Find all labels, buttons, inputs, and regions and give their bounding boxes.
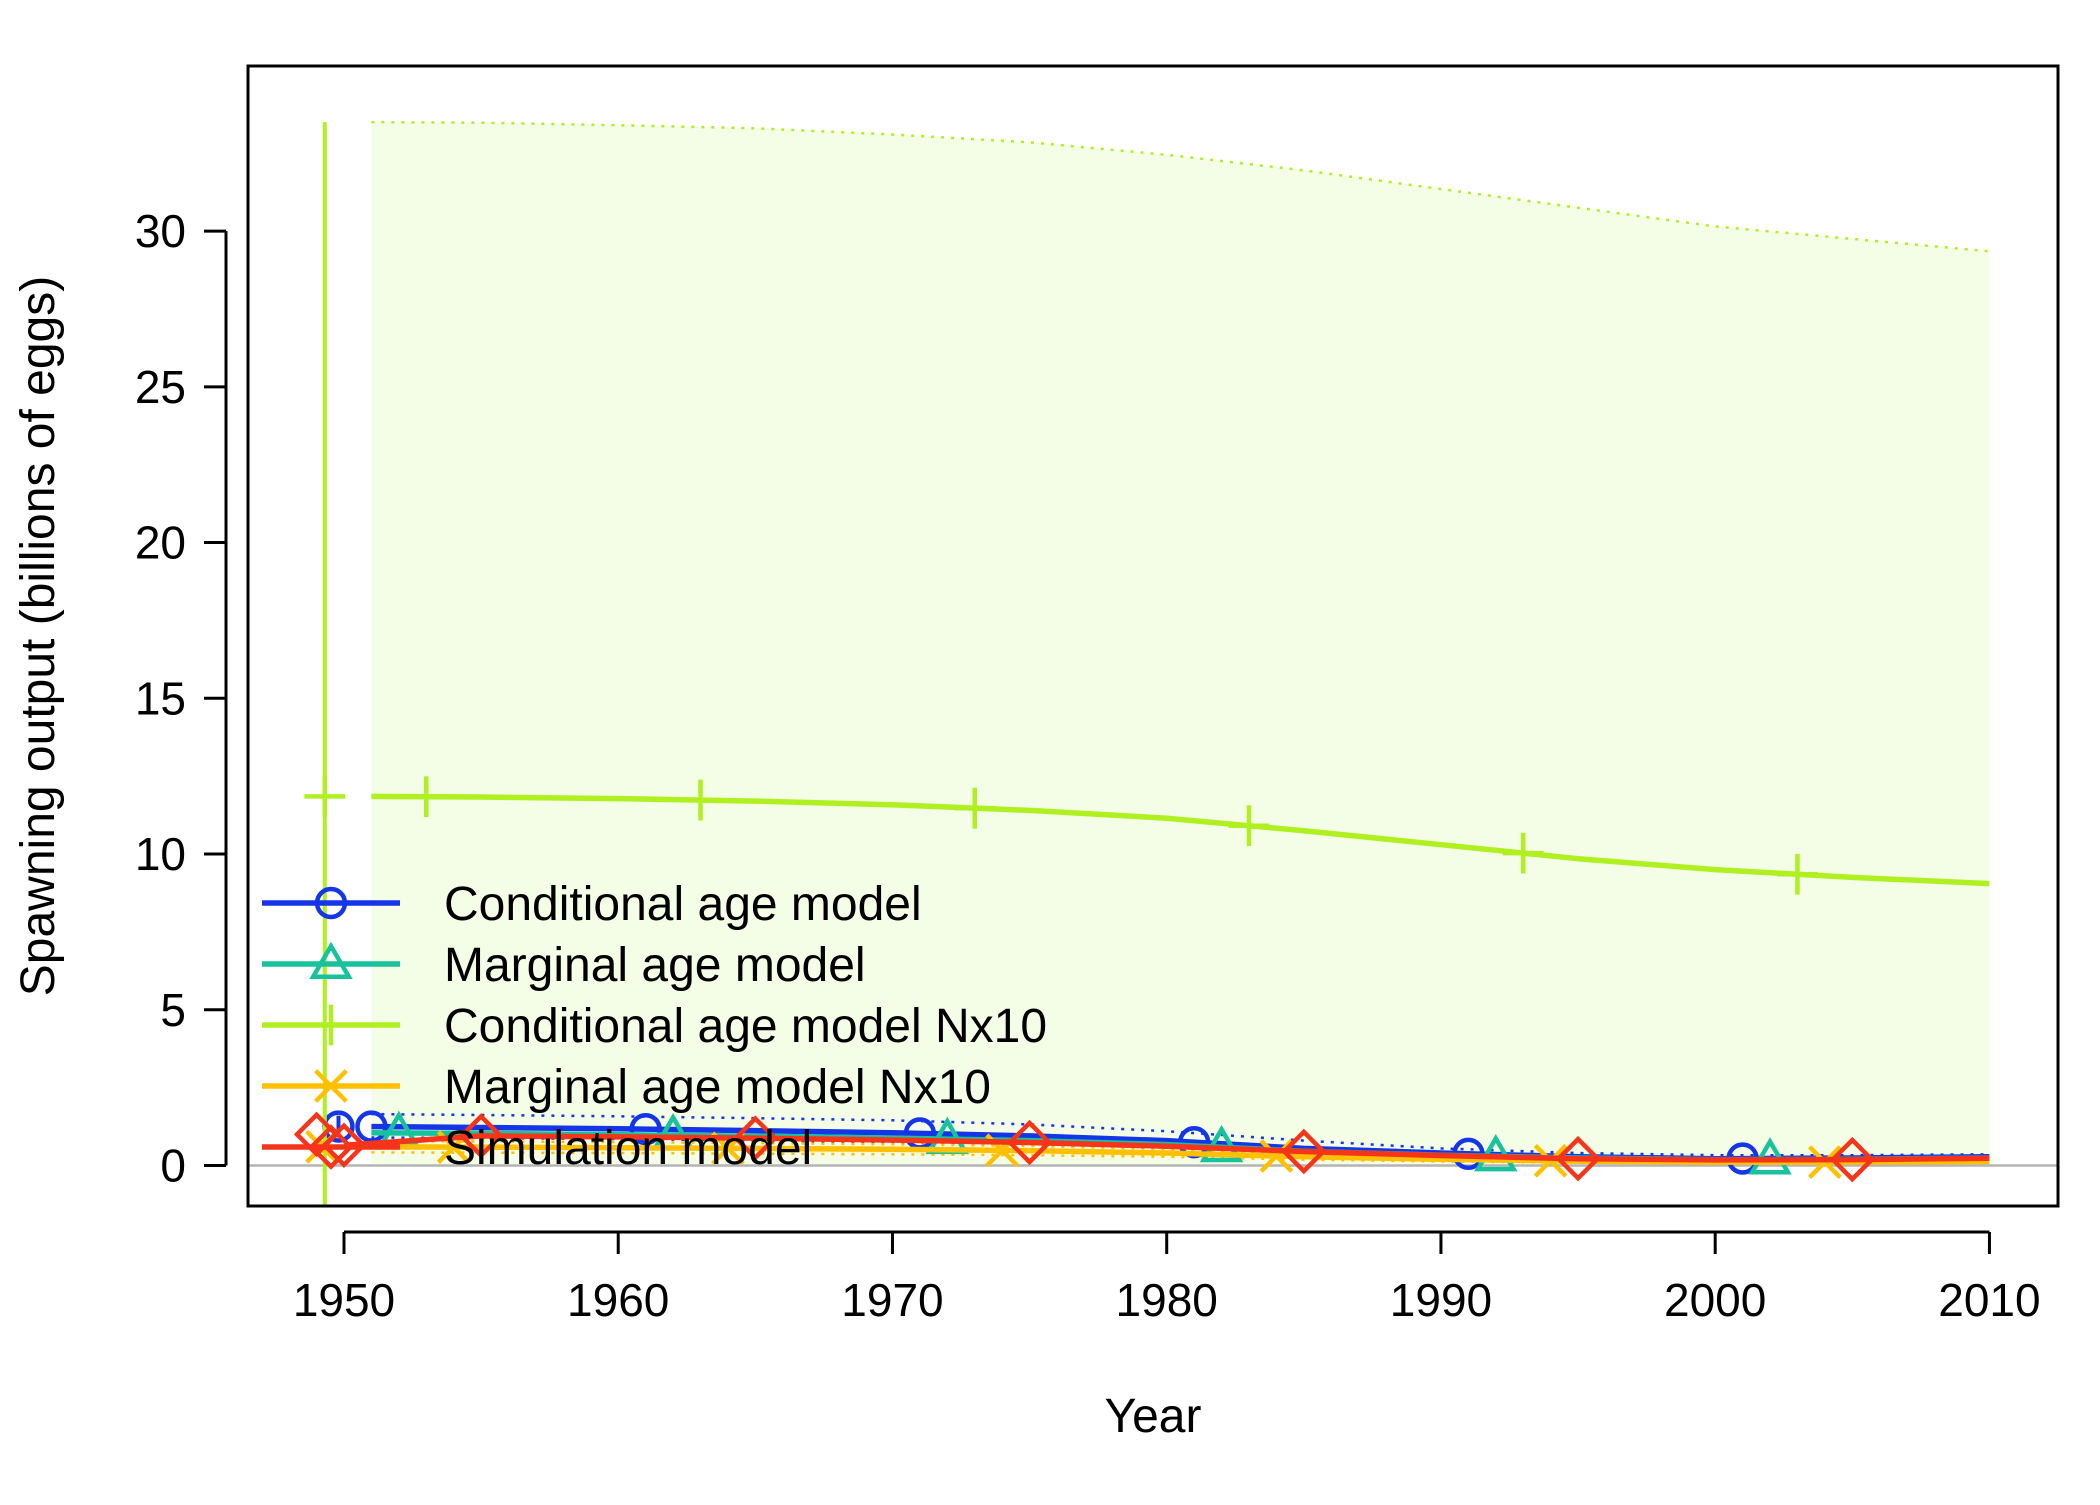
y-tick-label-5: 25 — [135, 361, 186, 413]
legend-marker-3 — [314, 1069, 348, 1103]
x-axis-title: Year — [1105, 1390, 1202, 1443]
legend-label-2: Conditional age model Nx10 — [444, 1000, 1047, 1053]
legend-label-3: Marginal age model Nx10 — [444, 1061, 991, 1114]
legend-label-1: Marginal age model — [444, 939, 866, 992]
legend-marker-0 — [314, 886, 348, 920]
y-tick-label-3: 15 — [135, 672, 186, 724]
x-tick-label-0: 1950 — [293, 1274, 395, 1326]
data-point-0-1 — [629, 1112, 662, 1146]
data-point-4-4 — [1281, 1128, 1327, 1175]
data-point-4-3 — [1006, 1119, 1053, 1166]
legend-marker-1 — [309, 941, 353, 979]
data-point-0-0 — [355, 1110, 388, 1143]
legend-label-0: Conditional age model — [444, 878, 922, 931]
legend-label-4: Simulation model — [444, 1122, 812, 1175]
y-tick-label-6: 30 — [135, 205, 186, 257]
series-line-4 — [343, 1133, 1990, 1163]
data-point-2-4 — [1502, 832, 1544, 874]
data-point-4-6 — [1829, 1136, 1876, 1183]
x-tick-label-3: 1980 — [1116, 1274, 1218, 1326]
x-tick-label-5: 2000 — [1664, 1274, 1766, 1326]
y-tick-label-4: 20 — [135, 517, 186, 569]
confidence-band-2 — [371, 122, 1990, 1165]
x-tick-label-4: 1990 — [1390, 1274, 1492, 1326]
data-point-4-2 — [732, 1115, 779, 1161]
data-point-4-0 — [321, 1122, 367, 1168]
y-axis-title: Spawning output (billions of eggs) — [12, 276, 65, 996]
data-point-1-4 — [1474, 1134, 1518, 1172]
data-point-4-1 — [458, 1113, 504, 1159]
data-point-2-2 — [954, 787, 996, 829]
y-tick-label-1: 5 — [160, 984, 186, 1036]
data-point-4-5 — [1555, 1135, 1601, 1182]
legend-marker-4 — [308, 1124, 354, 1170]
data-point-2-3 — [1228, 805, 1270, 847]
axes-layer: 1950 1960 1970 1980 1990 2000 2010 0 5 10 15 20 25 30 — [135, 64, 2060, 1326]
virgin-point-2 — [304, 776, 346, 817]
series-line-2 — [371, 793, 1990, 887]
x-tick-label-2: 1970 — [841, 1274, 943, 1326]
confidence-bands — [371, 120, 1990, 1165]
series-layer — [293, 122, 1990, 1206]
x-tick-label-6: 2010 — [1938, 1274, 2040, 1326]
data-point-1-3 — [1199, 1124, 1244, 1163]
legend: Conditional age model Marginal age model C… — [262, 878, 1047, 1175]
data-point-3-3 — [1259, 1139, 1294, 1173]
x-tick-label-1: 1960 — [567, 1274, 669, 1326]
data-point-1-5 — [1748, 1137, 1792, 1175]
plot-frame — [246, 64, 2060, 1208]
data-point-2-5 — [1777, 853, 1818, 895]
y-tick-label-0: 0 — [160, 1140, 186, 1192]
legend-marker-2 — [310, 1004, 352, 1046]
y-tick-label-2: 10 — [135, 828, 186, 880]
data-point-2-0 — [405, 776, 447, 818]
data-point-2-1 — [680, 779, 721, 821]
